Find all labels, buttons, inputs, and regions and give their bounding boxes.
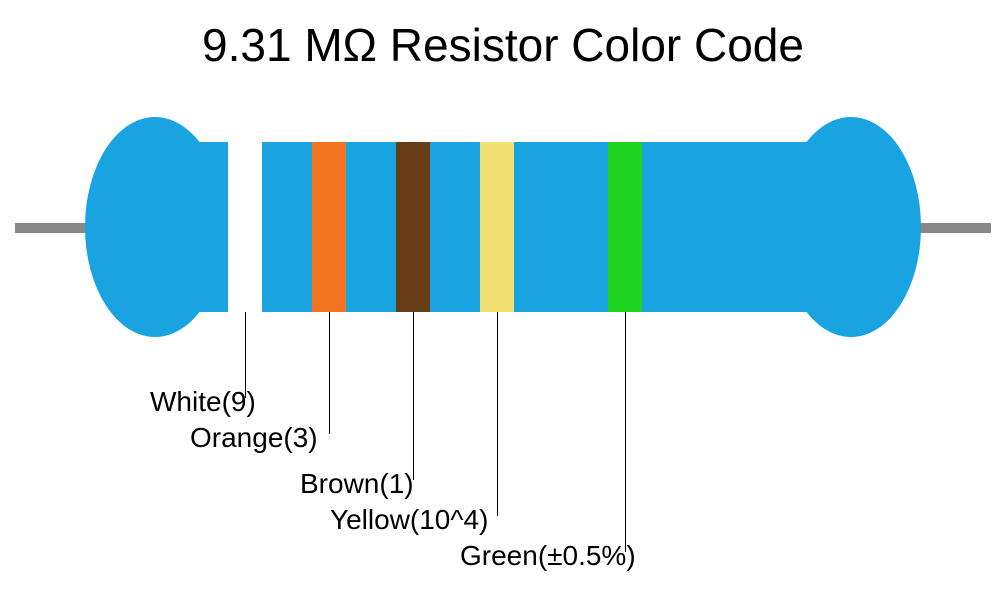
band-5 <box>608 142 642 312</box>
band-1 <box>228 142 262 312</box>
band-5-label: Green(±0.5%) <box>460 540 636 572</box>
band-4-label: Yellow(10^4) <box>330 504 488 536</box>
band-1-label: White(9) <box>150 386 256 418</box>
band-4-line <box>497 312 498 516</box>
band-3 <box>396 142 430 312</box>
band-4 <box>480 142 514 312</box>
band-2-line <box>329 312 330 434</box>
band-3-line <box>413 312 414 480</box>
band-2 <box>312 142 346 312</box>
band-5-line <box>625 312 626 552</box>
band-2-label: Orange(3) <box>190 422 318 454</box>
diagram-title: 9.31 MΩ Resistor Color Code <box>0 18 1006 72</box>
resistor-diagram <box>0 95 1006 355</box>
band-3-label: Brown(1) <box>300 468 414 500</box>
